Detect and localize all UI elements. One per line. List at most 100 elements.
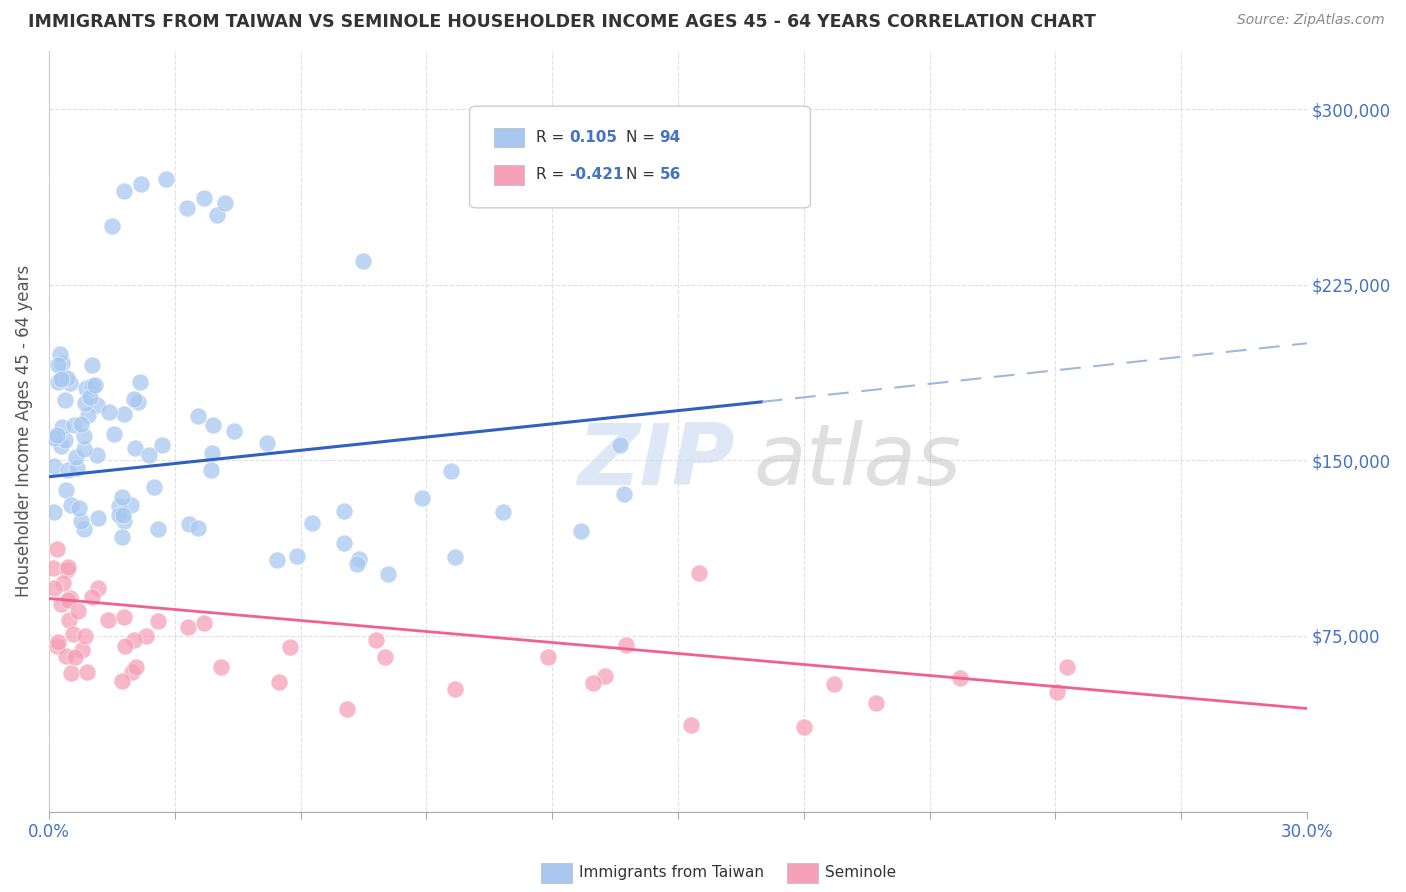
Point	[582, 676, 605, 690]
Point	[267, 675, 290, 690]
Point	[46, 634, 69, 648]
Point	[214, 195, 236, 210]
Text: Source: ZipAtlas.com: Source: ZipAtlas.com	[1237, 13, 1385, 28]
Text: R =: R =	[536, 130, 569, 145]
Point	[49, 372, 72, 386]
Point	[51, 372, 73, 386]
Point	[53, 434, 76, 448]
Point	[49, 597, 72, 611]
Point	[59, 591, 82, 605]
Point	[82, 358, 104, 372]
Point	[793, 720, 815, 734]
Point	[537, 650, 560, 665]
Point	[48, 347, 70, 361]
Point	[80, 590, 103, 604]
Point	[58, 613, 80, 627]
Point	[124, 441, 146, 455]
Point	[44, 431, 66, 445]
Point	[142, 480, 165, 494]
Point	[285, 549, 308, 563]
Text: N =: N =	[626, 130, 659, 145]
Point	[44, 459, 66, 474]
Point	[101, 219, 124, 234]
Text: IMMIGRANTS FROM TAIWAN VS SEMINOLE HOUSEHOLDER INCOME AGES 45 - 64 YEARS CORRELA: IMMIGRANTS FROM TAIWAN VS SEMINOLE HOUSE…	[28, 13, 1097, 31]
Point	[176, 201, 198, 215]
Point	[148, 614, 170, 628]
Text: 0.105: 0.105	[569, 130, 617, 145]
Point	[593, 668, 616, 682]
Point	[86, 449, 108, 463]
Point	[55, 648, 77, 663]
Point	[98, 405, 121, 419]
Text: 94: 94	[659, 130, 681, 145]
Point	[107, 499, 129, 513]
Point	[177, 516, 200, 531]
Point	[187, 521, 209, 535]
Point	[111, 491, 134, 505]
Point	[46, 639, 69, 653]
Point	[58, 463, 80, 477]
Point	[688, 566, 710, 580]
Point	[59, 498, 82, 512]
Point	[332, 536, 354, 550]
Text: 56: 56	[659, 168, 681, 182]
Point	[73, 522, 96, 536]
Text: ZIP: ZIP	[578, 420, 735, 503]
Text: Immigrants from Taiwan: Immigrants from Taiwan	[579, 865, 765, 880]
Point	[823, 677, 845, 691]
Point	[112, 610, 135, 624]
Point	[679, 718, 702, 732]
Point	[865, 696, 887, 710]
Point	[353, 254, 375, 268]
Point	[148, 522, 170, 536]
Point	[202, 418, 225, 433]
Point	[55, 371, 77, 385]
Point	[70, 514, 93, 528]
Text: R =: R =	[536, 168, 569, 182]
Point	[155, 172, 177, 186]
Text: N =: N =	[626, 168, 659, 182]
Point	[73, 442, 96, 457]
Point	[150, 437, 173, 451]
Point	[79, 390, 101, 404]
Point	[122, 392, 145, 406]
Point	[1056, 660, 1078, 674]
Point	[75, 396, 97, 410]
Point	[201, 446, 224, 460]
Point	[374, 650, 396, 665]
Point	[87, 582, 110, 596]
Point	[112, 407, 135, 421]
Point	[444, 681, 467, 696]
Point	[614, 638, 637, 652]
Point	[46, 358, 69, 372]
Point	[103, 427, 125, 442]
Point	[42, 561, 65, 575]
Point	[80, 379, 103, 393]
Y-axis label: Householder Income Ages 45 - 64 years: Householder Income Ages 45 - 64 years	[15, 265, 32, 598]
Point	[60, 666, 83, 681]
Point	[46, 542, 69, 557]
Point	[63, 649, 86, 664]
Point	[120, 498, 142, 512]
Point	[128, 395, 150, 409]
Point	[193, 191, 215, 205]
Point	[205, 208, 228, 222]
Point	[42, 581, 65, 595]
Point	[278, 640, 301, 655]
Point	[112, 514, 135, 528]
Point	[75, 381, 97, 395]
Point	[55, 483, 77, 497]
Text: Seminole: Seminole	[825, 865, 897, 880]
Point	[62, 627, 84, 641]
Point	[138, 448, 160, 462]
Point	[70, 643, 93, 657]
Point	[86, 398, 108, 412]
Point	[73, 428, 96, 442]
Point	[209, 659, 232, 673]
Point	[75, 629, 97, 643]
Point	[949, 671, 972, 685]
Point	[1046, 685, 1069, 699]
Point	[187, 409, 209, 423]
Point	[193, 615, 215, 630]
Point	[569, 524, 592, 538]
